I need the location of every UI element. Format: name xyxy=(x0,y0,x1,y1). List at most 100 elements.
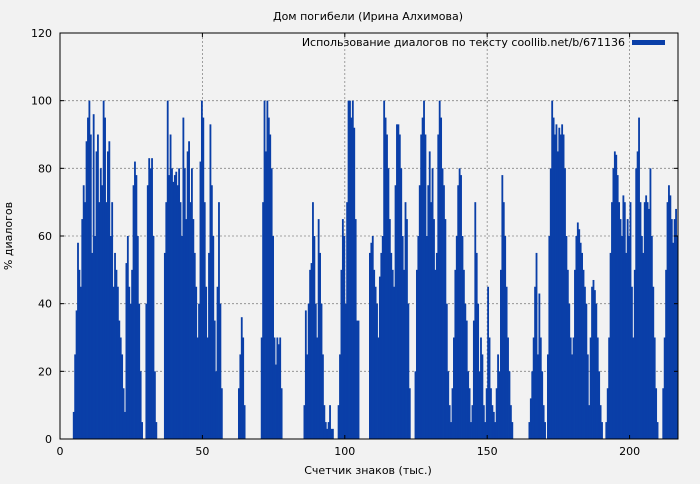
bar xyxy=(437,134,440,439)
bar xyxy=(384,117,387,439)
bar xyxy=(151,158,153,439)
bar xyxy=(353,127,356,439)
bar xyxy=(168,175,171,439)
bar xyxy=(534,286,537,439)
bar xyxy=(126,236,129,439)
bar xyxy=(354,219,357,439)
bar xyxy=(85,141,88,439)
bar xyxy=(145,303,148,439)
bar xyxy=(501,175,504,439)
bar xyxy=(425,236,428,439)
bar xyxy=(205,286,208,439)
y-tick-label: 80 xyxy=(38,162,52,175)
bar xyxy=(508,371,511,439)
bar xyxy=(648,208,650,439)
bar xyxy=(643,202,646,439)
bar xyxy=(135,175,138,439)
bar xyxy=(92,114,95,439)
bar xyxy=(453,337,455,439)
bar xyxy=(478,371,481,439)
bar xyxy=(546,354,549,439)
bar xyxy=(631,286,633,439)
bar xyxy=(89,134,92,439)
bar xyxy=(445,303,448,439)
bar xyxy=(554,134,556,439)
bar xyxy=(202,117,205,439)
bar xyxy=(188,141,190,439)
legend-swatch xyxy=(632,40,665,45)
bar xyxy=(97,134,99,439)
bar xyxy=(122,388,125,439)
bar xyxy=(319,252,321,439)
bar xyxy=(566,269,569,439)
bar xyxy=(350,117,353,439)
bar xyxy=(539,337,542,439)
bar xyxy=(192,219,195,439)
bar xyxy=(316,337,319,439)
bar xyxy=(609,252,612,439)
bar xyxy=(109,236,112,439)
bar xyxy=(323,405,326,439)
bar xyxy=(482,405,485,439)
bar xyxy=(386,134,388,439)
bar xyxy=(586,354,589,439)
bar xyxy=(199,161,202,440)
bar xyxy=(125,263,128,439)
bar xyxy=(272,236,274,439)
bar xyxy=(663,337,666,439)
bar xyxy=(578,229,581,439)
bar xyxy=(430,202,433,439)
bar xyxy=(206,337,209,439)
bar xyxy=(262,202,265,439)
bar xyxy=(537,354,539,439)
bar xyxy=(163,252,166,439)
bar xyxy=(376,303,378,439)
bar xyxy=(548,236,551,439)
bar xyxy=(102,100,105,440)
bar xyxy=(593,290,596,439)
bar xyxy=(347,100,350,440)
bar xyxy=(615,154,618,440)
bar xyxy=(193,252,196,439)
bar xyxy=(380,252,383,439)
bar xyxy=(507,337,509,439)
bar xyxy=(239,354,242,439)
bar xyxy=(303,405,306,439)
bar xyxy=(618,202,621,439)
bar xyxy=(320,303,323,439)
bar xyxy=(136,236,139,439)
x-tick-label: 200 xyxy=(619,445,640,458)
bar xyxy=(349,100,351,440)
bar xyxy=(555,124,558,439)
bar xyxy=(551,100,554,440)
bar xyxy=(340,269,343,439)
bar xyxy=(134,161,136,440)
bar xyxy=(326,428,329,439)
bar xyxy=(670,219,673,439)
bar xyxy=(344,303,347,439)
bar xyxy=(275,364,277,439)
bar xyxy=(219,303,222,439)
bar xyxy=(424,134,427,439)
bar xyxy=(260,337,263,439)
bar xyxy=(267,117,270,439)
bar xyxy=(314,303,317,439)
bar xyxy=(509,405,512,439)
bar xyxy=(186,151,189,439)
bar xyxy=(263,100,266,440)
bar xyxy=(165,202,168,439)
bar xyxy=(490,388,492,439)
bar xyxy=(457,185,460,439)
bar xyxy=(139,371,142,439)
bar xyxy=(313,236,316,439)
y-tick-label: 40 xyxy=(38,298,52,311)
bar xyxy=(672,242,675,439)
bar xyxy=(322,354,324,439)
bar xyxy=(95,151,98,439)
bar xyxy=(94,236,96,439)
bar xyxy=(111,202,114,439)
bar xyxy=(79,286,82,439)
bar xyxy=(390,252,393,439)
bar xyxy=(393,286,396,439)
